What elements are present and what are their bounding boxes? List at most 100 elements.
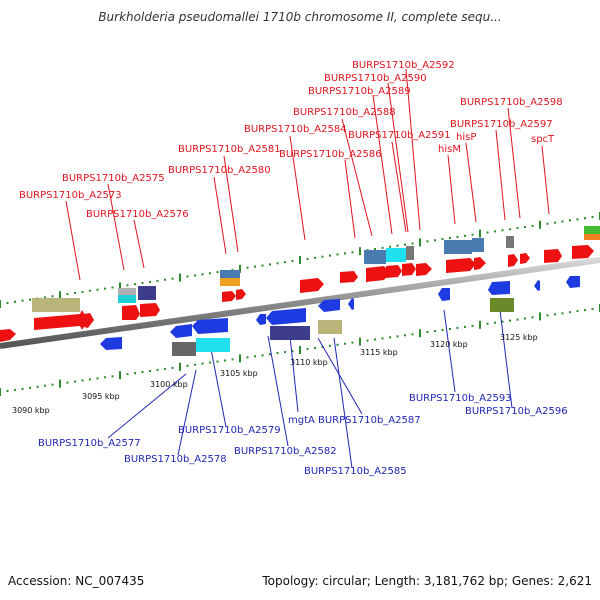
minor-tick <box>156 368 159 371</box>
minor-tick <box>111 375 114 378</box>
minor-tick <box>561 312 564 315</box>
minor-tick <box>51 295 54 298</box>
gene-label: BURPS1710b_A2597 <box>450 119 553 130</box>
minor-tick <box>569 311 571 314</box>
minor-tick <box>471 324 474 327</box>
kbp-tick-labels: 3090 kbp 3095 kbp 3100 kbp 3105 kbp 3110… <box>12 333 538 415</box>
minor-tick <box>569 219 571 222</box>
minor-tick <box>456 326 459 329</box>
minor-tick <box>209 361 211 364</box>
minor-tick <box>344 252 346 255</box>
minor-tick <box>441 329 444 332</box>
minor-tick <box>396 335 399 338</box>
minor-tick <box>516 318 519 321</box>
minor-tick <box>291 350 294 353</box>
chromosome-backbone <box>0 257 600 349</box>
minor-tick <box>471 233 474 236</box>
lower-strand-genes <box>100 276 580 356</box>
minor-tick <box>464 325 466 328</box>
minor-tick <box>314 346 316 349</box>
minor-tick <box>89 378 91 381</box>
minor-tick <box>321 345 324 348</box>
minor-tick <box>554 221 556 224</box>
minor-tick <box>164 278 166 281</box>
minor-tick <box>36 385 39 388</box>
minor-tick <box>224 359 226 362</box>
minor-tick <box>261 264 264 267</box>
minor-tick <box>546 314 549 317</box>
gene-label: BURPS1710b_A2582 <box>234 446 337 457</box>
minor-tick <box>186 275 189 278</box>
minor-tick <box>486 231 489 234</box>
top-gene-labels: BURPS1710b_A2592 BURPS1710b_A2590 BURPS1… <box>19 60 563 220</box>
major-tick <box>179 273 181 282</box>
gene-label: BURPS1710b_A2573 <box>19 190 122 201</box>
major-tick <box>479 229 481 238</box>
major-tick <box>359 247 361 256</box>
major-tick <box>479 320 481 329</box>
minor-tick <box>516 227 519 230</box>
minor-tick <box>584 217 586 220</box>
minor-tick <box>449 237 451 239</box>
minor-tick <box>501 229 504 232</box>
minor-tick <box>284 351 286 354</box>
minor-tick <box>351 341 354 344</box>
minor-tick <box>246 356 249 359</box>
minor-tick <box>74 380 76 383</box>
minor-tick <box>96 377 99 380</box>
minor-tick <box>6 389 9 392</box>
gene-label: BURPS1710b_A2598 <box>460 97 563 108</box>
gene-label: mgtA <box>288 415 315 426</box>
minor-tick <box>14 388 16 391</box>
minor-tick <box>374 338 376 341</box>
minor-tick <box>104 287 106 290</box>
minor-tick <box>201 273 204 276</box>
minor-tick <box>306 347 309 350</box>
minor-tick <box>426 240 429 243</box>
gene-label: BURPS1710b_A2588 <box>293 107 396 118</box>
gene-label: BURPS1710b_A2589 <box>308 86 411 97</box>
minor-tick <box>561 220 564 223</box>
minor-tick <box>216 360 219 363</box>
minor-tick <box>374 248 376 250</box>
upper-strand-genes <box>0 226 600 342</box>
minor-tick <box>134 283 136 286</box>
gene-label: BURPS1710b_A2587 <box>318 415 421 426</box>
minor-tick <box>314 256 316 259</box>
minor-tick <box>81 290 84 293</box>
tick-track-lower <box>0 304 600 396</box>
minor-tick <box>411 333 414 336</box>
minor-tick <box>164 367 166 370</box>
gene-label: BURPS1710b_A2584 <box>244 124 347 135</box>
minor-tick <box>411 242 414 245</box>
major-tick <box>239 264 241 273</box>
minor-tick <box>336 343 339 346</box>
major-tick <box>119 371 121 380</box>
map-title: Burkholderia pseudomallei 1710b chromoso… <box>98 10 502 24</box>
minor-tick <box>89 289 91 292</box>
minor-tick <box>531 224 534 227</box>
major-tick <box>59 379 61 388</box>
minor-tick <box>389 336 391 339</box>
kbp-label: 3125 kbp <box>500 333 538 342</box>
major-tick <box>0 300 1 308</box>
minor-tick <box>524 226 526 228</box>
minor-tick <box>66 381 69 384</box>
kbp-label: 3090 kbp <box>12 406 50 415</box>
major-tick <box>359 337 361 346</box>
gene-label: BURPS1710b_A2576 <box>86 209 189 220</box>
tick-track-upper <box>0 212 600 308</box>
top-leader-lines <box>65 68 550 281</box>
minor-tick <box>404 243 406 246</box>
minor-tick <box>194 274 196 277</box>
minor-tick <box>494 321 496 324</box>
gene-label: BURPS1710b_A2581 <box>178 144 281 155</box>
gene-label: BURPS1710b_A2592 <box>352 60 455 71</box>
major-tick <box>539 220 541 229</box>
minor-tick <box>329 254 331 257</box>
gene-label: BURPS1710b_A2577 <box>38 438 141 449</box>
minor-tick <box>276 262 279 265</box>
minor-tick <box>396 244 399 247</box>
major-tick <box>419 238 421 247</box>
